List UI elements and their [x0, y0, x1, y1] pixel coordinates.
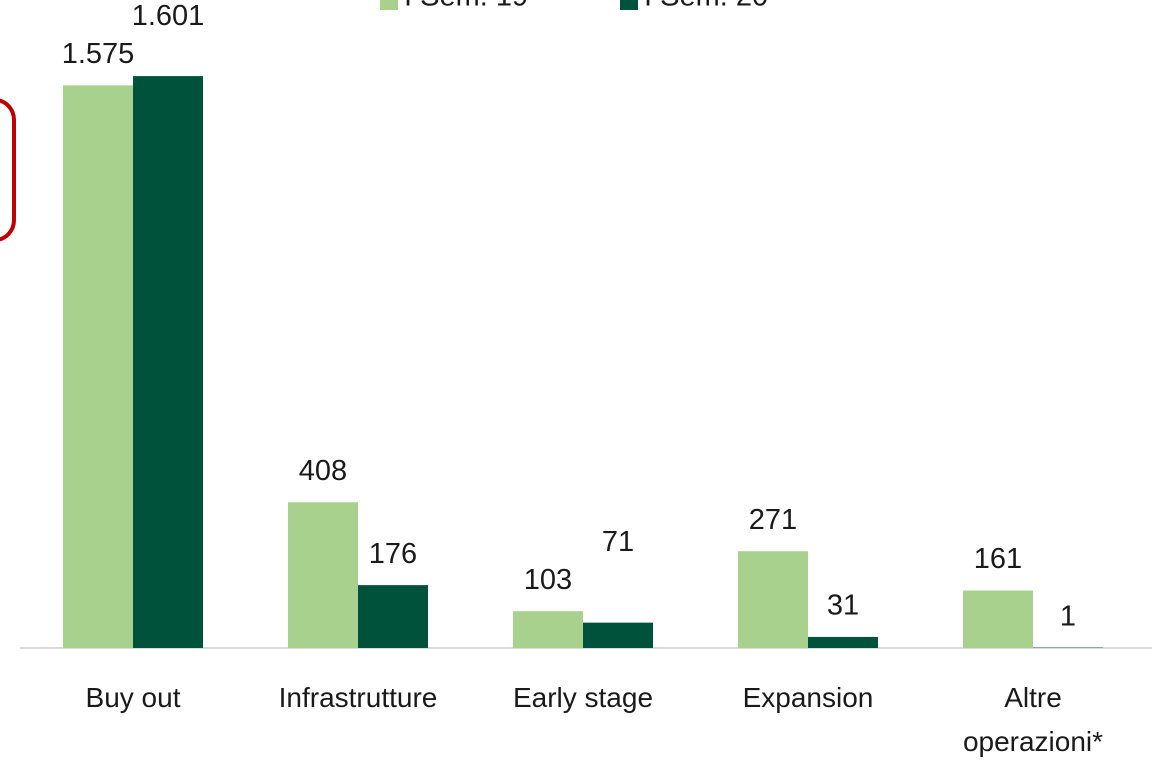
- x-tick-label: Infrastrutture: [278, 682, 438, 713]
- bar: [358, 585, 428, 648]
- bar: [738, 551, 808, 648]
- bar: [808, 636, 878, 648]
- value-label: 1.601: [132, 0, 205, 32]
- x-tick-label: Buy out: [85, 682, 181, 713]
- x-tick-label: Altre operazioni*: [962, 682, 1104, 757]
- bar: [288, 502, 358, 648]
- bar: [63, 85, 133, 648]
- legend-swatch: [380, 0, 398, 10]
- value-label: 1: [1060, 600, 1076, 632]
- value-label: 271: [749, 504, 797, 536]
- x-tick-label: Expansion: [742, 682, 874, 713]
- x-tick-label: Early stage: [512, 682, 654, 713]
- bar: [513, 611, 583, 648]
- value-label: 176: [369, 538, 417, 570]
- value-label: 71: [602, 526, 634, 558]
- value-label: 161: [974, 543, 1022, 575]
- bar: [963, 590, 1033, 648]
- legend-label: I Sem. 20: [644, 0, 768, 13]
- highlight-frame: [0, 98, 16, 242]
- bar: [133, 76, 203, 648]
- bar: [583, 622, 653, 648]
- value-label: 1.575: [62, 38, 135, 70]
- value-label: 408: [299, 455, 347, 487]
- legend-label: I Sem. 19: [404, 0, 528, 13]
- value-label: 31: [827, 590, 859, 622]
- legend-swatch: [620, 0, 638, 10]
- value-label: 103: [524, 564, 572, 596]
